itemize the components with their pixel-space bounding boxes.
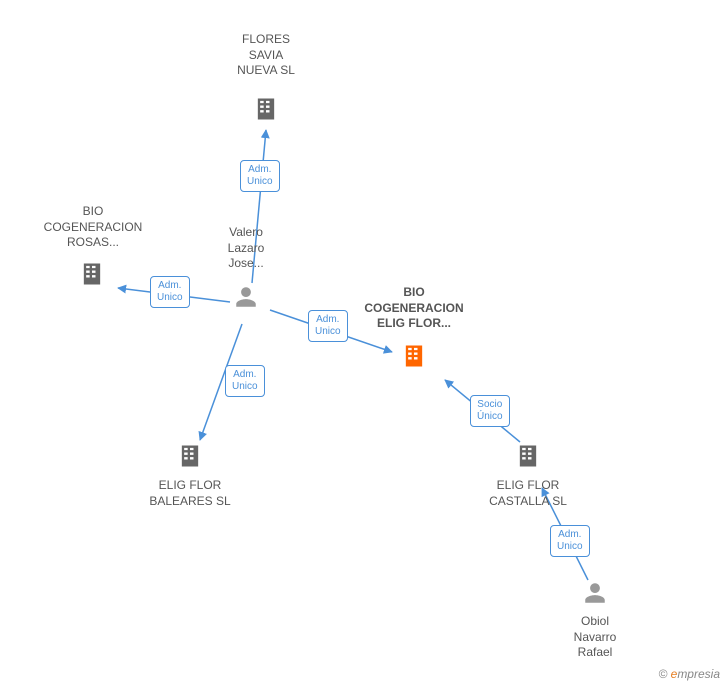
building-icon: [252, 95, 280, 123]
node-flores[interactable]: FLORES SAVIA NUEVA SL: [216, 32, 316, 79]
copyright-symbol: ©: [658, 667, 667, 681]
credit: © empresia: [658, 667, 720, 681]
node-biocr[interactable]: BIO COGENERACION ROSAS...: [38, 204, 148, 251]
person-icon: [582, 580, 608, 606]
node-label: Obiol Navarro Rafael: [560, 614, 630, 661]
node-obiol[interactable]: Obiol Navarro Rafael: [560, 614, 630, 661]
node-label: BIO COGENERACION ROSAS...: [38, 204, 148, 251]
node-eligb[interactable]: ELIG FLOR BALEARES SL: [140, 478, 240, 509]
building-icon: [78, 260, 106, 288]
building-icon: [176, 442, 204, 470]
building-icon-highlight: [400, 342, 428, 370]
node-label: ELIG FLOR BALEARES SL: [140, 478, 240, 509]
edges-layer: [0, 0, 728, 685]
building-icon: [514, 442, 542, 470]
person-icon: [233, 284, 259, 310]
node-label: ELIG FLOR CASTALLA SL: [478, 478, 578, 509]
edge-label: Socio Único: [470, 395, 510, 427]
edge-label: Adm. Unico: [225, 365, 265, 397]
edge-label: Adm. Unico: [150, 276, 190, 308]
node-eligc[interactable]: ELIG FLOR CASTALLA SL: [478, 478, 578, 509]
network-diagram: FLORES SAVIA NUEVA SL BIO COGENERACION R…: [0, 0, 728, 685]
edge-label: Adm. Unico: [550, 525, 590, 557]
node-label: BIO COGENERACION ELIG FLOR...: [354, 285, 474, 332]
node-valero[interactable]: Valero Lazaro Jose...: [211, 225, 281, 272]
edge-label: Adm. Unico: [308, 310, 348, 342]
node-bioef[interactable]: BIO COGENERACION ELIG FLOR...: [354, 285, 474, 332]
brand-rest: mpresia: [677, 667, 720, 681]
node-label: FLORES SAVIA NUEVA SL: [216, 32, 316, 79]
node-label: Valero Lazaro Jose...: [211, 225, 281, 272]
edge-label: Adm. Unico: [240, 160, 280, 192]
